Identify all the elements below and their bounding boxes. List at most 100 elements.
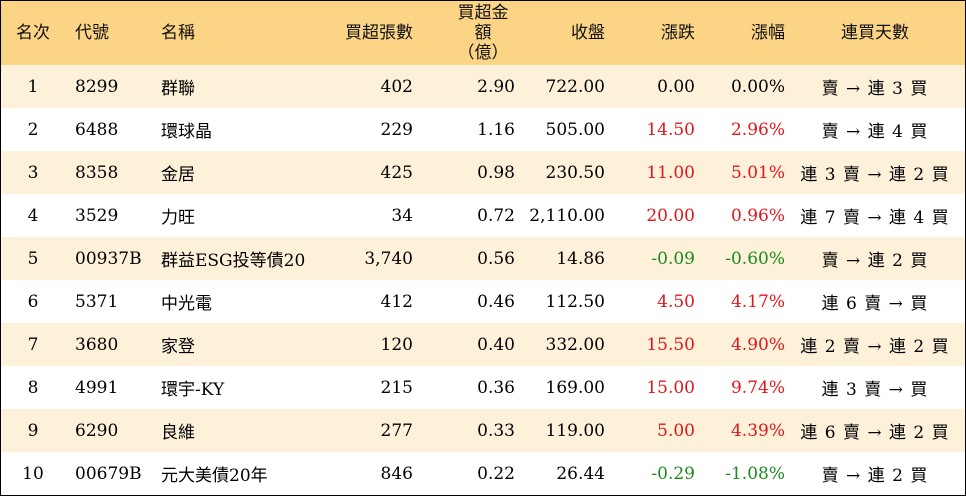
change-pct-cell: 4.39% <box>695 409 785 452</box>
net-buy-lots-cell-value: 846 <box>380 463 413 484</box>
table-row[interactable]: 6 5371 中光電 412 0.46 112.50 4.50 4.17% 連 6 賣 → 買 <box>1 280 965 323</box>
close-cell-value: 119.00 <box>545 420 605 441</box>
change-cell: 4.50 <box>605 280 695 323</box>
change-pct-cell-value: 2.96% <box>730 119 785 140</box>
header-code[interactable]: 代號 <box>65 1 149 65</box>
code-cell-value: 3529 <box>75 205 119 226</box>
name-cell: 環宇-KY <box>149 366 315 409</box>
name-cell: 家登 <box>149 323 315 366</box>
net-buy-lots-cell-value: 215 <box>380 377 413 398</box>
rank-cell-value: 9 <box>27 420 39 441</box>
code-cell: 6488 <box>65 108 149 151</box>
rank-cell-value: 7 <box>27 334 39 355</box>
consecutive-days-cell-value: 賣 → 連 3 買 <box>821 79 929 99</box>
change-cell-value: 20.00 <box>646 205 695 226</box>
net-buy-amount-cell: 0.56 <box>415 237 515 280</box>
name-cell-value: 良維 <box>161 423 195 443</box>
net-buy-lots-cell: 846 <box>315 452 415 495</box>
consecutive-days-cell: 賣 → 連 2 買 <box>785 452 965 495</box>
name-cell: 良維 <box>149 409 315 452</box>
code-cell: 00937B <box>65 237 149 280</box>
consecutive-days-cell: 連 7 賣 → 連 4 買 <box>785 194 965 237</box>
change-cell-value: 0.00 <box>657 76 695 97</box>
close-cell: 2,110.00 <box>515 194 605 237</box>
consecutive-days-cell-value: 連 3 賣 → 買 <box>821 380 929 400</box>
net-buy-lots-cell: 3,740 <box>315 237 415 280</box>
close-cell: 332.00 <box>515 323 605 366</box>
net-buy-amount-cell: 0.98 <box>415 151 515 194</box>
header-name[interactable]: 名稱 <box>149 1 315 65</box>
rank-cell: 10 <box>1 452 65 495</box>
rank-cell-value: 8 <box>27 377 39 398</box>
header-change-pct[interactable]: 漲幅 <box>695 1 785 65</box>
header-row: 名次 代號 名稱 買超張數 買超金額 （億） 收盤 漲跌 漲幅 連買天數 <box>1 1 965 65</box>
close-cell-value: 722.00 <box>545 76 605 97</box>
close-cell: 230.50 <box>515 151 605 194</box>
rank-cell-value: 3 <box>27 162 39 183</box>
rank-cell: 4 <box>1 194 65 237</box>
net-buy-amount-cell-value: 0.46 <box>477 291 515 312</box>
header-rank[interactable]: 名次 <box>16 23 50 43</box>
consecutive-days-cell: 賣 → 連 3 買 <box>785 65 965 108</box>
close-cell: 14.86 <box>515 237 605 280</box>
consecutive-days-cell: 賣 → 連 4 買 <box>785 108 965 151</box>
change-cell: 5.00 <box>605 409 695 452</box>
table-row[interactable]: 7 3680 家登 120 0.40 332.00 15.50 4.90% 連 2 賣 → 連 … <box>1 323 965 366</box>
header-net-buy-amount-line1: 買超金額 <box>457 3 509 43</box>
net-buy-amount-cell-value: 0.33 <box>477 420 515 441</box>
name-cell-value: 群益ESG投等債20 <box>161 251 306 271</box>
code-cell-value: 3680 <box>75 334 119 355</box>
rank-cell-value: 1 <box>27 76 39 97</box>
change-pct-cell-value: -0.60% <box>725 248 785 269</box>
name-cell-value: 中光電 <box>161 294 212 314</box>
code-cell-value: 5371 <box>75 291 119 312</box>
name-cell-value: 元大美債20年 <box>161 466 268 486</box>
close-cell-value: 14.86 <box>556 248 605 269</box>
table-row[interactable]: 4 3529 力旺 34 0.72 2,110.00 20.00 0.96% 連 7 賣 → 連… <box>1 194 965 237</box>
header-close[interactable]: 收盤 <box>515 1 605 65</box>
table-row[interactable]: 5 00937B 群益ESG投等債20 3,740 0.56 14.86 -0.09 -0.6… <box>1 237 965 280</box>
consecutive-days-cell-value: 連 6 賣 → 買 <box>821 294 929 314</box>
name-cell: 元大美債20年 <box>149 452 315 495</box>
change-cell: 15.00 <box>605 366 695 409</box>
table-row[interactable]: 8 4991 環宇-KY 215 0.36 169.00 15.00 9.74% 連 3 賣 →… <box>1 366 965 409</box>
name-cell: 中光電 <box>149 280 315 323</box>
net-buy-lots-cell-value: 277 <box>380 420 413 441</box>
consecutive-days-cell: 連 3 賣 → 連 2 買 <box>785 151 965 194</box>
net-buy-amount-cell: 0.72 <box>415 194 515 237</box>
change-pct-cell-value: 9.74% <box>730 377 785 398</box>
change-cell-value: 4.50 <box>657 291 695 312</box>
net-buy-lots-cell-value: 412 <box>380 291 413 312</box>
table-row[interactable]: 3 8358 金居 425 0.98 230.50 11.00 5.01% 連 3 賣 → 連 … <box>1 151 965 194</box>
header-net-buy-amount[interactable]: 買超金額 （億） <box>415 1 515 65</box>
change-cell: 0.00 <box>605 65 695 108</box>
close-cell: 26.44 <box>515 452 605 495</box>
header-consecutive-days[interactable]: 連買天數 <box>841 23 909 43</box>
change-cell-value: 11.00 <box>646 162 695 183</box>
name-cell: 力旺 <box>149 194 315 237</box>
net-buy-amount-cell-value: 0.36 <box>477 377 515 398</box>
table-row[interactable]: 1 8299 群聯 402 2.90 722.00 0.00 0.00% 賣 → 連 3 買 <box>1 65 965 108</box>
header-change[interactable]: 漲跌 <box>605 1 695 65</box>
net-buy-amount-cell: 0.40 <box>415 323 515 366</box>
net-buy-lots-cell: 425 <box>315 151 415 194</box>
table-row[interactable]: 2 6488 環球晶 229 1.16 505.00 14.50 2.96% 賣 → 連 4 買 <box>1 108 965 151</box>
header-net-buy-lots[interactable]: 買超張數 <box>315 1 415 65</box>
rank-cell: 6 <box>1 280 65 323</box>
code-cell: 6290 <box>65 409 149 452</box>
code-cell-value: 00937B <box>75 248 142 269</box>
code-cell-value: 8358 <box>75 162 119 183</box>
change-cell: -0.09 <box>605 237 695 280</box>
change-cell: -0.29 <box>605 452 695 495</box>
close-cell: 169.00 <box>515 366 605 409</box>
rank-cell-value: 5 <box>27 248 39 269</box>
table-row[interactable]: 9 6290 良維 277 0.33 119.00 5.00 4.39% 連 6 賣 → 連 2… <box>1 409 965 452</box>
name-cell: 群聯 <box>149 65 315 108</box>
change-pct-cell: 0.96% <box>695 194 785 237</box>
code-cell: 4991 <box>65 366 149 409</box>
code-cell-value: 8299 <box>75 76 119 97</box>
net-buy-lots-cell-value: 229 <box>380 119 413 140</box>
table-row[interactable]: 10 00679B 元大美債20年 846 0.22 26.44 -0.29 -1.08% 賣 … <box>1 452 965 495</box>
